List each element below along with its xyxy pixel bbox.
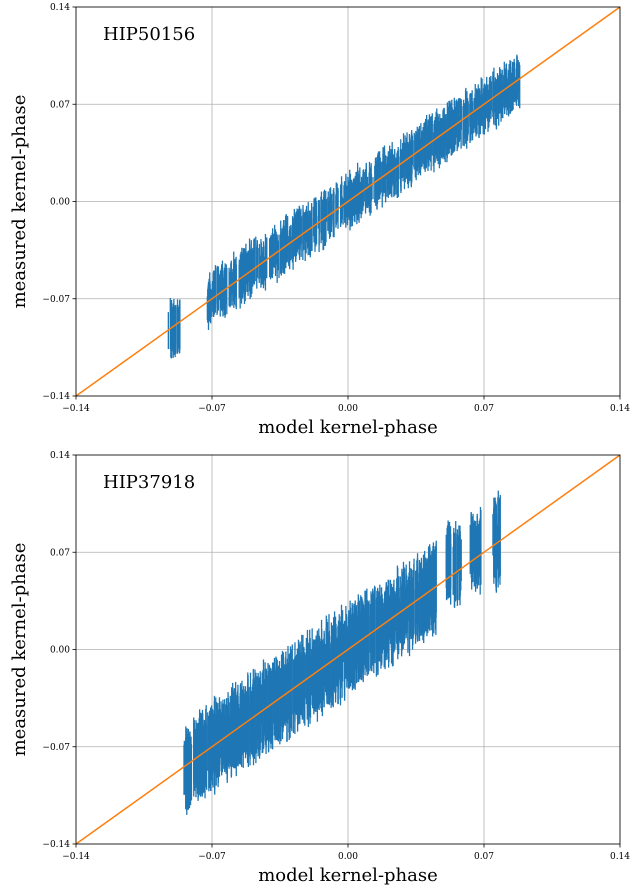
y-tick-label: −0.07 — [42, 743, 70, 753]
x-tick-label: 0.07 — [474, 404, 494, 414]
y-axis-label: measured kernel-phase — [9, 95, 30, 309]
x-tick-label: 0.00 — [338, 404, 358, 414]
y-tick-label: 0.14 — [50, 3, 70, 13]
y-axis-label: measured kernel-phase — [9, 543, 30, 757]
y-tick-label: −0.14 — [42, 840, 70, 850]
y-tick-label: 0.14 — [50, 451, 70, 461]
panel-hip37918: −0.14 −0.07 0.00 0.07 0.14 −0.14 −0.07 0.00 0.07… — [9, 451, 630, 886]
x-axis-label: model kernel-phase — [258, 417, 438, 438]
panel-title: HIP50156 — [103, 24, 195, 45]
x-tick-label: 0.00 — [338, 852, 358, 862]
x-tick-label: 0.07 — [474, 852, 494, 862]
x-tick-label: −0.07 — [198, 404, 226, 414]
reference-line — [75, 6, 621, 397]
x-tick-label: −0.14 — [62, 404, 90, 414]
x-tick-label: 0.14 — [610, 404, 630, 414]
x-tick-label: −0.07 — [198, 852, 226, 862]
reference-line — [75, 454, 621, 845]
x-tick-label: −0.14 — [62, 852, 90, 862]
x-tick-label: 0.14 — [610, 852, 630, 862]
y-tick-label: 0.00 — [50, 646, 70, 656]
panel-hip50156: −0.14 −0.07 0.00 0.07 0.14 −0.14 −0.07 0.00 0.07… — [9, 3, 630, 438]
y-tick-label: 0.07 — [50, 548, 70, 558]
error-bar-series — [167, 54, 521, 359]
y-tick-label: 0.00 — [50, 198, 70, 208]
x-axis-label: model kernel-phase — [258, 865, 438, 886]
y-tick-label: −0.14 — [42, 392, 70, 402]
panel-title: HIP37918 — [103, 472, 195, 493]
y-tick-label: −0.07 — [42, 295, 70, 305]
y-tick-label: 0.07 — [50, 100, 70, 110]
